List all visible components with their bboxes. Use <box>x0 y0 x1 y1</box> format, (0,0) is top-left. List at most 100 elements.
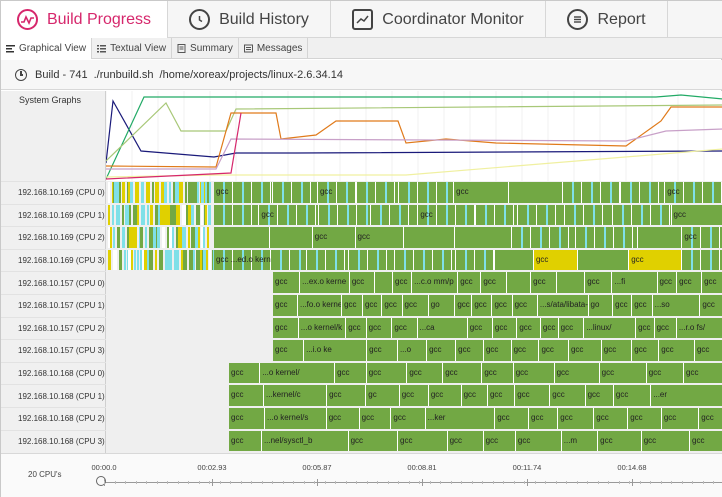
task-bar[interactable] <box>209 249 211 271</box>
task-bar[interactable]: gcc <box>214 182 274 203</box>
task-bar[interactable] <box>151 249 153 271</box>
task-bar[interactable] <box>508 182 563 203</box>
task-bar[interactable] <box>454 227 512 248</box>
task-bar[interactable] <box>201 182 204 203</box>
task-bar[interactable]: gcc <box>393 272 413 293</box>
task-bar[interactable] <box>161 182 164 203</box>
task-bar[interactable]: ...o kernel/s <box>264 408 327 429</box>
task-bar[interactable]: gcc <box>682 227 722 248</box>
task-bar[interactable] <box>129 204 131 226</box>
task-bar[interactable] <box>621 182 666 203</box>
task-bar[interactable] <box>181 182 183 203</box>
task-bar[interactable] <box>108 204 110 226</box>
task-bar[interactable] <box>113 227 115 248</box>
task-bar[interactable]: gcc <box>407 362 444 384</box>
task-bar[interactable] <box>168 249 172 271</box>
task-bar[interactable] <box>195 227 198 248</box>
task-bar[interactable]: gcc <box>628 408 662 429</box>
task-bar[interactable]: ...ca <box>417 317 468 339</box>
task-bar[interactable]: gcc <box>702 272 722 293</box>
task-bar[interactable] <box>130 182 133 203</box>
task-bar[interactable]: gcc <box>398 430 448 452</box>
task-bar[interactable] <box>562 182 622 203</box>
task-bar[interactable]: gcc <box>481 272 508 293</box>
task-bar[interactable] <box>140 227 143 248</box>
task-bar[interactable] <box>205 182 207 203</box>
task-bar[interactable]: gcc <box>326 408 360 429</box>
task-bar[interactable]: gcc <box>483 340 512 361</box>
task-bar[interactable]: gcc <box>229 385 264 406</box>
task-bar[interactable]: gcc <box>690 430 722 452</box>
task-bar[interactable] <box>141 182 144 203</box>
task-bar[interactable]: ...so <box>652 295 701 316</box>
task-bar[interactable] <box>203 249 206 271</box>
task-bar[interactable] <box>155 249 157 271</box>
task-bar[interactable] <box>273 182 318 203</box>
task-bar[interactable]: ...kernel/c <box>263 385 328 406</box>
task-bar[interactable]: gcc <box>599 362 647 384</box>
task-bar[interactable]: gcc <box>517 317 541 339</box>
task-bar[interactable]: gcc <box>229 362 261 384</box>
task-bar[interactable]: gcc <box>359 408 392 429</box>
task-bar[interactable] <box>494 249 534 271</box>
task-bar[interactable]: gcc <box>585 272 613 293</box>
task-bar[interactable] <box>166 204 170 226</box>
task-bar[interactable]: gcc <box>454 182 509 203</box>
task-bar[interactable]: gc <box>366 385 400 406</box>
task-bar[interactable]: gcc <box>447 430 484 452</box>
task-bar[interactable] <box>147 249 149 271</box>
task-bar[interactable] <box>160 204 163 226</box>
task-bar[interactable] <box>214 204 260 226</box>
task-bar[interactable] <box>140 249 142 271</box>
task-bar[interactable] <box>108 182 110 203</box>
task-bar[interactable] <box>108 249 111 271</box>
task-bar[interactable]: gcc <box>229 430 262 452</box>
task-bar[interactable] <box>375 272 394 293</box>
task-bar[interactable] <box>612 204 672 226</box>
task-bar[interactable]: gcc ...ed.o kern <box>214 249 307 271</box>
timeline-playhead-handle[interactable] <box>96 476 106 486</box>
task-bar[interactable]: gcc <box>539 340 569 361</box>
task-bar[interactable] <box>208 204 211 226</box>
task-bar[interactable] <box>155 204 158 226</box>
task-bar[interactable]: gcc <box>455 295 473 316</box>
task-bar[interactable] <box>511 227 576 248</box>
build-plot[interactable]: gcc gcc gcc gcc gcc gcc gcc gcc gcc gcc gcc ...ed.… <box>106 91 722 453</box>
task-bar[interactable] <box>681 249 722 271</box>
task-bar[interactable]: gcc <box>632 295 653 316</box>
task-bar[interactable] <box>122 204 124 226</box>
task-bar[interactable] <box>157 227 160 248</box>
task-bar[interactable] <box>176 249 179 271</box>
task-bar[interactable] <box>184 227 186 248</box>
task-bar[interactable] <box>206 249 208 271</box>
task-bar[interactable]: gcc <box>671 204 722 226</box>
task-bar[interactable]: gcc <box>362 295 383 316</box>
task-bar[interactable] <box>149 227 153 248</box>
task-bar[interactable] <box>475 204 519 226</box>
task-bar[interactable] <box>137 249 139 271</box>
task-bar[interactable]: gcc <box>335 362 367 384</box>
task-bar[interactable] <box>122 182 125 203</box>
task-bar[interactable] <box>142 249 144 271</box>
task-bar[interactable]: gcc <box>550 385 586 406</box>
task-bar[interactable] <box>403 227 455 248</box>
task-bar[interactable] <box>164 182 167 203</box>
task-bar[interactable]: gcc <box>495 408 530 429</box>
task-bar[interactable] <box>200 249 202 271</box>
task-bar[interactable] <box>203 227 205 248</box>
task-bar[interactable]: gcc <box>657 272 678 293</box>
task-bar[interactable] <box>185 182 187 203</box>
task-bar[interactable] <box>158 204 160 226</box>
task-bar[interactable]: gcc <box>273 295 299 316</box>
task-bar[interactable] <box>169 227 172 248</box>
tab-coordinator-monitor[interactable]: Coordinator Monitor <box>331 1 546 38</box>
task-bar[interactable]: gcc <box>515 430 562 452</box>
task-bar[interactable] <box>122 227 125 248</box>
task-bar[interactable] <box>116 204 120 226</box>
task-bar[interactable] <box>131 249 133 271</box>
task-bar[interactable] <box>197 182 199 203</box>
task-bar[interactable]: gcc <box>585 385 614 406</box>
task-bar[interactable] <box>201 204 203 226</box>
task-bar[interactable]: ...nel/sysctl_b <box>261 430 349 452</box>
task-bar[interactable] <box>125 204 127 226</box>
